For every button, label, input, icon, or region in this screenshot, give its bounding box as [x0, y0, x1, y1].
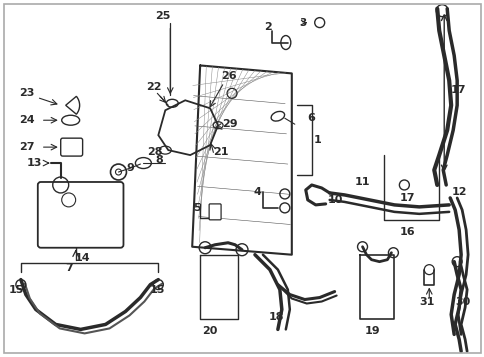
Text: 26: 26 — [221, 71, 236, 81]
Text: 5: 5 — [193, 203, 200, 213]
Text: 14: 14 — [75, 253, 90, 263]
Text: 23: 23 — [19, 88, 34, 98]
FancyBboxPatch shape — [38, 182, 123, 248]
Text: 4: 4 — [254, 187, 261, 197]
Text: 30: 30 — [454, 297, 469, 307]
FancyBboxPatch shape — [209, 204, 221, 220]
Text: 20: 20 — [202, 326, 217, 336]
Text: 15: 15 — [9, 285, 24, 295]
Text: 19: 19 — [364, 326, 379, 336]
Text: 18: 18 — [269, 312, 284, 322]
Text: 25: 25 — [154, 11, 170, 21]
Text: 2: 2 — [263, 21, 271, 31]
Text: 6: 6 — [307, 113, 315, 123]
Text: 13: 13 — [27, 158, 42, 168]
Text: 7: 7 — [65, 263, 73, 273]
Text: 15: 15 — [149, 285, 165, 295]
Text: 12: 12 — [451, 187, 467, 197]
Text: 16: 16 — [399, 227, 415, 237]
Text: 28: 28 — [147, 147, 163, 157]
Text: 8: 8 — [155, 155, 163, 165]
Text: 22: 22 — [146, 82, 162, 92]
Text: 17: 17 — [450, 85, 466, 95]
Text: 31: 31 — [419, 297, 434, 307]
Text: 27: 27 — [19, 142, 34, 152]
Text: 10: 10 — [327, 195, 342, 205]
Text: 1: 1 — [313, 135, 321, 145]
Text: 3: 3 — [299, 17, 306, 27]
Text: 24: 24 — [19, 115, 34, 125]
Text: 11: 11 — [354, 177, 369, 187]
Text: 29: 29 — [222, 119, 237, 129]
Text: 9: 9 — [126, 163, 134, 173]
Text: 21: 21 — [212, 147, 228, 157]
Text: 17: 17 — [399, 193, 415, 203]
